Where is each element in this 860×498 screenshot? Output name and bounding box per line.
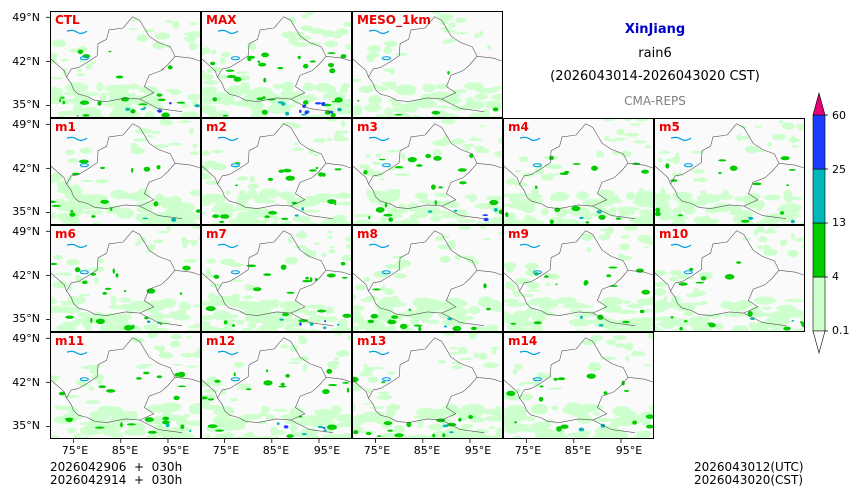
panel-label-m11: m11 <box>55 334 84 348</box>
lake-outline <box>519 136 541 142</box>
map-panel-m8: m8 <box>352 225 503 332</box>
map-panel-m6: m6 <box>50 225 201 332</box>
footer-valid-cst: 2026043020(CST) <box>694 473 804 487</box>
panel-label-m9: m9 <box>508 227 529 241</box>
map-panel-m2: m2 <box>201 118 352 225</box>
lat-tick-49-row1: 49°N <box>12 118 40 131</box>
lake-outline <box>368 243 390 249</box>
lake-outline <box>217 243 239 249</box>
colorbar-segment-1 <box>812 222 826 278</box>
panel-label-m14: m14 <box>508 334 537 348</box>
map-panel-m14: m14 <box>503 332 654 439</box>
lon-tick-75-col0: 75°E <box>61 444 89 457</box>
lake-outline <box>66 243 88 249</box>
map-panel-m7: m7 <box>201 225 352 332</box>
lake-outline <box>519 350 541 356</box>
panel-label-m5: m5 <box>659 120 680 134</box>
colorbar <box>812 91 828 355</box>
colorbar-segment-0 <box>812 276 826 332</box>
lon-tick-85-col3: 85°E <box>564 444 592 457</box>
panel-label-m13: m13 <box>357 334 386 348</box>
lake-outline <box>519 243 541 249</box>
colorbar-segment-3 <box>812 114 826 170</box>
colorbar-extend-bottom <box>812 330 826 355</box>
lake-outline <box>217 136 239 142</box>
colorbar-segment-2 <box>812 168 826 224</box>
panel-label-m3: m3 <box>357 120 378 134</box>
panel-label-m1: m1 <box>55 120 76 134</box>
lake-outline <box>368 350 390 356</box>
lon-tick-75-col1: 75°E <box>212 444 240 457</box>
map-panel-m9: m9 <box>503 225 654 332</box>
lake-outline <box>66 29 88 35</box>
map-panel-CTL: CTL <box>50 11 201 118</box>
colorbar-label-4: 4 <box>832 270 839 283</box>
map-panel-m12: m12 <box>201 332 352 439</box>
map-panel-MAX: MAX <box>201 11 352 118</box>
map-panel-m13: m13 <box>352 332 503 439</box>
footer-valid-utc: 2026043012(UTC) <box>694 460 804 474</box>
lat-tick-42-row3: 42°N <box>12 376 40 389</box>
lake-outline <box>217 350 239 356</box>
map-panel-m10: m10 <box>654 225 805 332</box>
footer-init-cst: 2026042914 + 030h <box>50 473 183 487</box>
period-title: (2026043014-2026043020 CST) <box>550 69 760 84</box>
variable-title: rain6 <box>638 46 672 61</box>
lake-outline <box>670 136 692 142</box>
map-panel-m5: m5 <box>654 118 805 225</box>
lake-outline <box>670 243 692 249</box>
map-panel-m4: m4 <box>503 118 654 225</box>
panel-label-m8: m8 <box>357 227 378 241</box>
lat-tick-49-row2: 49°N <box>12 225 40 238</box>
lat-tick-49-row3: 49°N <box>12 332 40 345</box>
lat-tick-42-row0: 42°N <box>12 55 40 68</box>
map-panel-m3: m3 <box>352 118 503 225</box>
panel-label-m4: m4 <box>508 120 529 134</box>
lake-outline <box>368 29 390 35</box>
colorbar-extend-top <box>812 91 826 116</box>
footer-init-utc: 2026042906 + 030h <box>50 460 183 474</box>
lon-tick-75-col3: 75°E <box>514 444 542 457</box>
lon-tick-95-col0: 95°E <box>162 444 190 457</box>
panel-label-m6: m6 <box>55 227 76 241</box>
panel-label-MESO_1km: MESO_1km <box>357 13 431 28</box>
panel-label-m12: m12 <box>206 334 235 348</box>
lon-tick-85-col2: 85°E <box>413 444 441 457</box>
model-title: CMA-REPS <box>624 94 686 108</box>
panel-label-m7: m7 <box>206 227 227 241</box>
map-panel-m1: m1 <box>50 118 201 225</box>
lake-outline <box>368 136 390 142</box>
lat-tick-35-row1: 35°N <box>12 205 40 218</box>
panel-label-CTL: CTL <box>55 13 80 27</box>
lake-outline <box>66 350 88 356</box>
lon-tick-75-col2: 75°E <box>363 444 391 457</box>
lon-tick-95-col3: 95°E <box>615 444 643 457</box>
lon-tick-95-col1: 95°E <box>313 444 341 457</box>
lon-tick-85-col1: 85°E <box>262 444 290 457</box>
colorbar-label-25: 25 <box>832 163 846 176</box>
colorbar-label-0.1: 0.1 <box>832 324 850 337</box>
colorbar-label-13: 13 <box>832 216 846 229</box>
lat-tick-35-row2: 35°N <box>12 312 40 325</box>
lat-tick-42-row1: 42°N <box>12 162 40 175</box>
map-panel-m11: m11 <box>50 332 201 439</box>
panel-label-m10: m10 <box>659 227 688 241</box>
lon-tick-85-col0: 85°E <box>111 444 139 457</box>
lat-tick-49-row0: 49°N <box>12 11 40 24</box>
region-title: XinJiang <box>624 22 686 37</box>
lat-tick-35-row3: 35°N <box>12 419 40 432</box>
lat-tick-42-row2: 42°N <box>12 269 40 282</box>
lon-tick-95-col2: 95°E <box>464 444 492 457</box>
panel-label-MAX: MAX <box>206 13 237 27</box>
colorbar-label-60: 60 <box>832 109 846 122</box>
lake-outline <box>66 136 88 142</box>
panel-label-m2: m2 <box>206 120 227 134</box>
map-panel-MESO_1km: MESO_1km <box>352 11 503 118</box>
lat-tick-35-row0: 35°N <box>12 98 40 111</box>
lake-outline <box>217 29 239 35</box>
